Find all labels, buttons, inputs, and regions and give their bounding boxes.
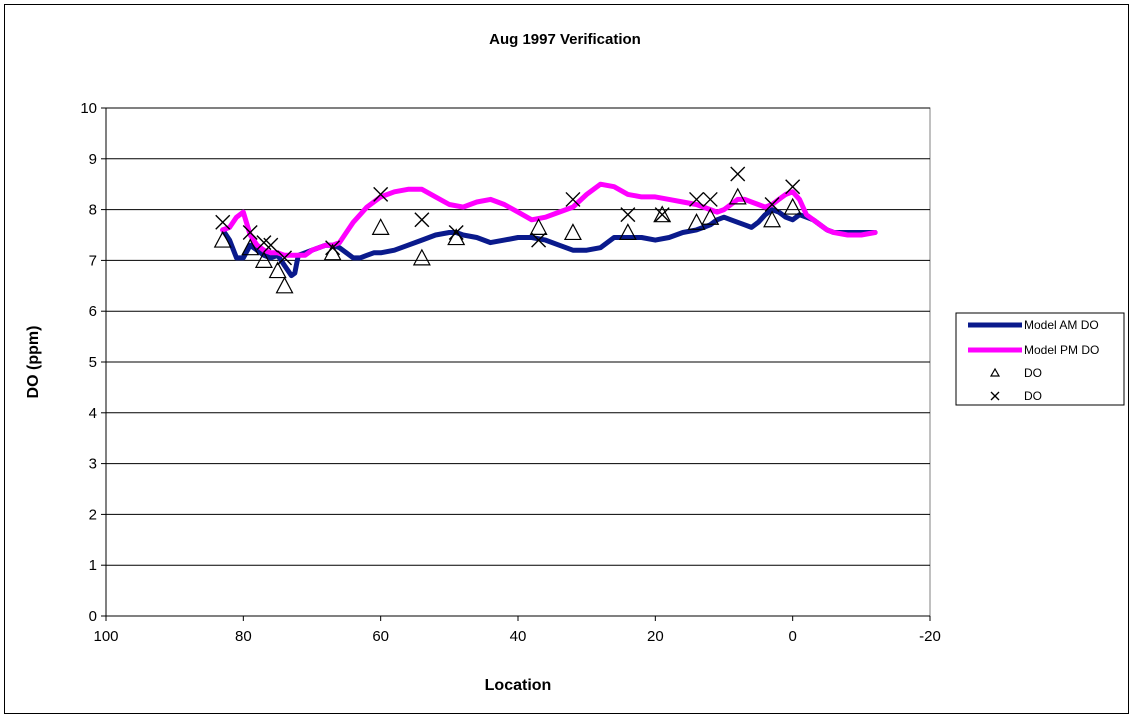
data-point-x <box>785 179 801 195</box>
data-point-x <box>373 186 389 202</box>
data-point-x <box>414 212 430 228</box>
legend-label: Model AM DO <box>1024 318 1099 332</box>
data-point-triangle <box>529 218 548 235</box>
data-point-x <box>531 232 547 248</box>
data-point-x <box>764 197 780 213</box>
data-point-x <box>215 214 231 230</box>
legend-label: Model PM DO <box>1024 343 1099 357</box>
data-point-x <box>277 250 293 266</box>
x-tick-label: -20 <box>919 628 941 645</box>
series-line-model-pm-do <box>220 181 878 258</box>
chart-title: Aug 1997 Verification <box>489 31 641 48</box>
legend-swatch-x <box>990 391 1000 401</box>
series-layer <box>213 166 878 294</box>
y-tick-label: 4 <box>89 405 97 422</box>
x-tick-label: 40 <box>510 628 527 645</box>
data-point-triangle <box>618 223 637 241</box>
data-point-x <box>448 224 464 240</box>
x-tick-label: 60 <box>372 628 389 645</box>
data-point-triangle <box>763 210 782 228</box>
data-point-x <box>565 191 581 207</box>
data-point-triangle <box>213 230 232 248</box>
data-point-triangle <box>687 213 706 230</box>
legend-label: DO <box>1024 366 1042 380</box>
data-point-triangle <box>701 207 720 225</box>
data-point-triangle <box>412 248 431 266</box>
y-tick-label: 10 <box>80 100 97 117</box>
y-tick-label: 7 <box>89 252 97 269</box>
x-tick-label: 0 <box>788 628 796 645</box>
data-point-x <box>730 166 746 182</box>
series-line-model-am-do <box>220 207 878 279</box>
data-point-x <box>263 237 279 253</box>
legend: Model AM DO Model PM DO DO DO <box>955 312 1125 406</box>
data-point-x <box>654 207 670 223</box>
data-point-triangle <box>254 251 273 268</box>
y-tick-label: 2 <box>89 506 97 523</box>
y-tick-label: 8 <box>89 202 97 219</box>
x-axis-label: Location <box>485 677 552 694</box>
y-tick-label: 3 <box>89 456 97 473</box>
y-tick-label: 0 <box>89 608 97 625</box>
x-tick-label: 80 <box>235 628 252 645</box>
y-axis-label: DO (ppm) <box>25 326 42 399</box>
data-point-x <box>242 224 258 240</box>
gridlines <box>106 107 930 566</box>
y-tick-label: 5 <box>89 354 97 371</box>
data-point-x <box>689 191 705 207</box>
y-tick-label: 1 <box>89 557 97 574</box>
legend-label: DO <box>1024 389 1042 403</box>
y-tick-label: 9 <box>89 151 97 168</box>
data-point-triangle <box>653 205 672 223</box>
data-point-x <box>702 191 718 207</box>
data-point-x <box>325 240 341 256</box>
y-axis-ticks: 0 1 2 3 4 5 6 7 8 9 10 <box>80 100 107 625</box>
x-tick-label: 100 <box>93 628 118 645</box>
x-axis-ticks: 100 80 60 40 20 0 -20 <box>93 615 941 645</box>
data-point-x <box>620 207 636 223</box>
legend-swatch-triangle <box>989 367 1001 377</box>
data-point-triangle <box>563 223 582 241</box>
data-point-triangle <box>241 238 260 256</box>
x-tick-label: 20 <box>647 628 664 645</box>
legend-box <box>955 312 1125 406</box>
data-point-triangle <box>728 187 747 205</box>
y-tick-label: 6 <box>89 303 97 320</box>
data-point-triangle <box>371 218 390 235</box>
data-point-triangle <box>268 261 287 279</box>
data-point-triangle <box>783 197 802 215</box>
data-point-triangle <box>275 276 294 294</box>
